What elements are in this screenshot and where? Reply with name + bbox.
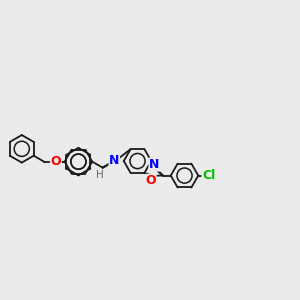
Text: N: N — [149, 158, 159, 171]
Text: Cl: Cl — [202, 169, 215, 182]
Text: N: N — [109, 154, 119, 167]
Text: O: O — [50, 155, 61, 168]
Text: O: O — [146, 174, 156, 188]
Text: H: H — [96, 170, 104, 180]
